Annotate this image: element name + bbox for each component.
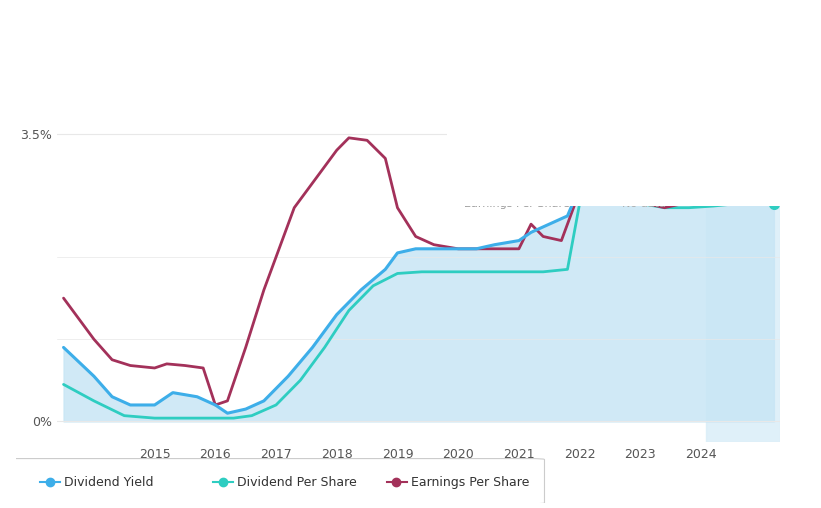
Text: Dividend Yield: Dividend Yield xyxy=(465,98,544,108)
Text: Earnings Per Share: Earnings Per Share xyxy=(465,199,570,208)
Text: Past: Past xyxy=(710,92,736,105)
Text: No data: No data xyxy=(622,199,667,208)
Text: Dividend Yield: Dividend Yield xyxy=(64,476,154,489)
Text: /yr: /yr xyxy=(677,98,695,108)
Text: CN¥0.125: CN¥0.125 xyxy=(622,150,682,160)
Text: 3.2%: 3.2% xyxy=(622,98,654,108)
Bar xyxy=(706,76,780,442)
FancyBboxPatch shape xyxy=(1,459,544,504)
Text: Earnings Per Share: Earnings Per Share xyxy=(410,476,529,489)
Text: /yr: /yr xyxy=(696,150,715,160)
Text: Jan 17 2025: Jan 17 2025 xyxy=(465,49,548,62)
FancyBboxPatch shape xyxy=(441,22,791,209)
Text: Dividend Per Share: Dividend Per Share xyxy=(465,150,571,160)
Text: Dividend Per Share: Dividend Per Share xyxy=(237,476,357,489)
